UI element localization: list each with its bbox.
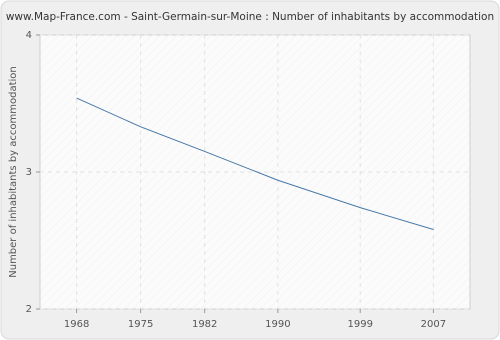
x-tick-label: 1968 — [64, 319, 89, 330]
x-tick-label: 1975 — [128, 319, 153, 330]
y-tick-label: 4 — [26, 30, 32, 41]
plot-area — [39, 34, 471, 310]
chart-title: www.Map-France.com - Saint-Germain-sur-M… — [6, 11, 494, 23]
line — [76, 97, 434, 231]
y-axis-label: Number of inhabitants by accommodation — [8, 66, 19, 278]
x-tick-label: 1999 — [347, 319, 372, 330]
x-tick-label: 2007 — [421, 319, 446, 330]
x-tick-label: 1990 — [265, 319, 290, 330]
y-tick-label: 2 — [26, 304, 32, 315]
x-tick-label: 1982 — [192, 319, 217, 330]
y-tick-label: 3 — [26, 167, 32, 178]
